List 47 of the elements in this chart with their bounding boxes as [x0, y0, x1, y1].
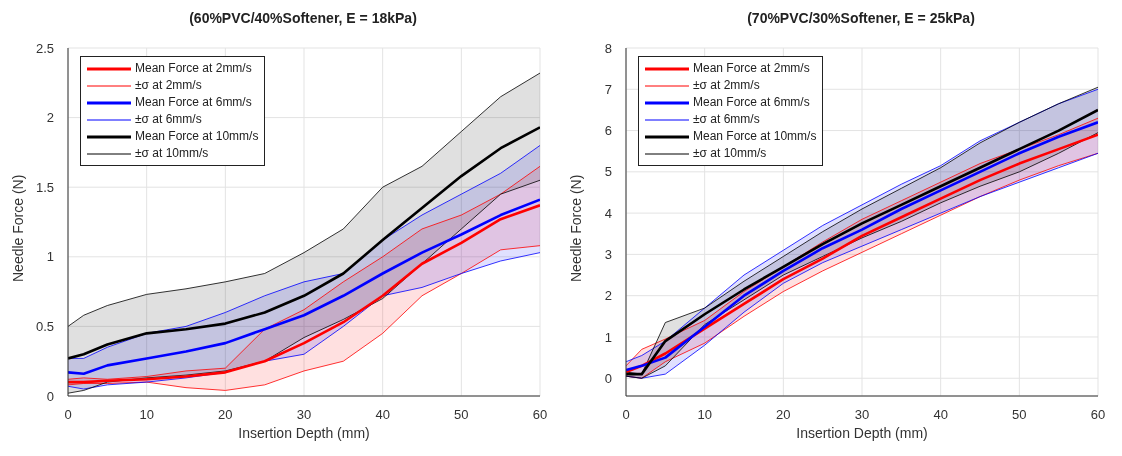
x-tick-label: 10 — [697, 407, 712, 423]
chart-title: (60%PVC/40%Softener, E = 18kPa) — [188, 10, 418, 26]
legend-label: Mean Force at 2mm/s — [135, 60, 252, 77]
legend-label: ±σ at 2mm/s — [135, 77, 202, 94]
y-tick-label: 6 — [604, 123, 612, 139]
y-tick-label: 2.5 — [35, 40, 54, 56]
y-tick-label: 2 — [46, 110, 54, 126]
y-tick-label: 0.5 — [35, 319, 54, 335]
y-tick-label: 4 — [604, 205, 612, 221]
x-tick-label: 0 — [64, 407, 72, 423]
x-tick-label: 60 — [532, 407, 548, 423]
x-tick-label: 40 — [375, 407, 390, 423]
x-tick-label: 30 — [854, 407, 870, 423]
y-tick-label: 8 — [604, 40, 612, 56]
x-tick-label: 30 — [296, 407, 312, 423]
x-axis-title: Insertion Depth (mm) — [238, 425, 370, 441]
legend-label: Mean Force at 6mm/s — [693, 94, 810, 111]
legend-label: ±σ at 10mm/s — [693, 145, 767, 162]
legend-label: ±σ at 10mm/s — [135, 145, 209, 162]
x-tick-label: 10 — [139, 407, 154, 423]
legend-label: Mean Force at 2mm/s — [693, 60, 810, 77]
y-tick-label: 5 — [604, 164, 612, 180]
x-tick-label: 40 — [933, 407, 948, 423]
y-tick-label: 1 — [604, 329, 612, 345]
y-tick-label: 3 — [604, 247, 612, 263]
legend-label: ±σ at 6mm/s — [135, 111, 202, 128]
y-tick-label: 0 — [46, 388, 54, 404]
legend-label: ±σ at 6mm/s — [693, 111, 760, 128]
legend-label: Mean Force at 6mm/s — [135, 94, 252, 111]
y-axis-title: Needle Force (N) — [9, 174, 26, 282]
legend-label: Mean Force at 10mm/s — [135, 128, 259, 145]
x-axis-title: Insertion Depth (mm) — [796, 425, 928, 441]
legend-label: Mean Force at 10mm/s — [693, 128, 817, 145]
y-tick-label: 7 — [604, 81, 612, 97]
x-tick-label: 20 — [218, 407, 233, 423]
chart-title: (70%PVC/30%Softener, E = 25kPa) — [746, 10, 976, 26]
x-tick-label: 50 — [454, 407, 469, 423]
y-tick-label: 1 — [46, 249, 54, 265]
x-tick-label: 50 — [1012, 407, 1027, 423]
x-tick-label: 60 — [1090, 407, 1106, 423]
x-tick-label: 20 — [776, 407, 791, 423]
y-tick-label: 0 — [604, 370, 612, 386]
y-axis-title: Needle Force (N) — [567, 174, 584, 282]
legend-label: ±σ at 2mm/s — [693, 77, 760, 94]
x-tick-label: 0 — [622, 407, 630, 423]
y-tick-label: 1.5 — [35, 179, 54, 195]
y-tick-label: 2 — [604, 288, 612, 304]
